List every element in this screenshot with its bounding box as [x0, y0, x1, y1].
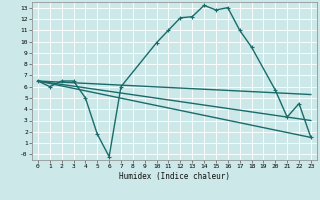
X-axis label: Humidex (Indice chaleur): Humidex (Indice chaleur): [119, 172, 230, 181]
